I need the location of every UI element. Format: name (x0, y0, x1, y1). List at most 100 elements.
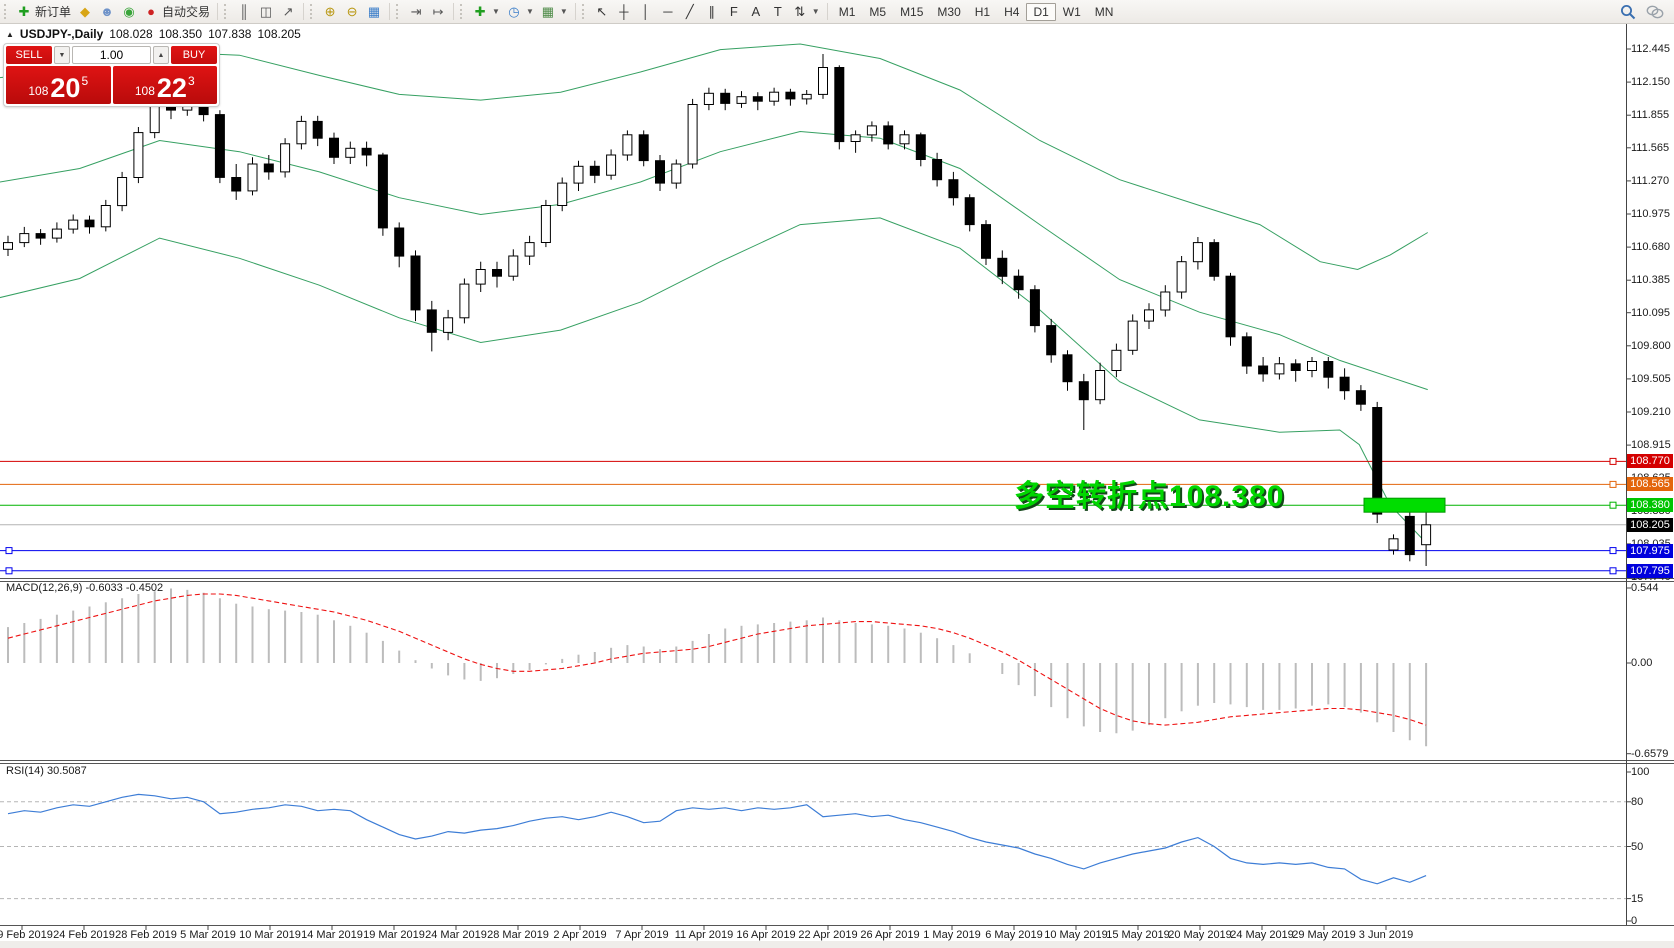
vertical-line-icon: │ (641, 3, 650, 19)
arrows-dropdown-icon[interactable]: ▼ (811, 7, 820, 16)
toolbar-trendline[interactable]: ╱ (679, 3, 701, 21)
candle-bull (606, 154, 617, 176)
toolbar-text[interactable]: A (745, 3, 767, 21)
candle-bear (410, 255, 421, 311)
candle-bull (1421, 524, 1432, 546)
volume-input[interactable] (72, 46, 151, 64)
toolbar-chart-shift[interactable]: ↦ (427, 3, 449, 21)
price-line-chip[interactable]: 108.565 (1627, 477, 1673, 492)
toolbar-indicators[interactable]: ✚ ▼ (469, 3, 503, 21)
tf-mn[interactable]: MN (1094, 4, 1114, 19)
buy-button[interactable]: BUY (171, 46, 217, 64)
candle-bear (834, 67, 845, 143)
toolbar-line-chart[interactable]: ↗ (277, 3, 299, 21)
price-tick-label: 109.505 (1631, 372, 1671, 385)
toolbar-candlestick-chart[interactable]: ◫ (255, 3, 277, 21)
candle-bear (883, 125, 894, 145)
tf-h4[interactable]: H4 (1004, 4, 1020, 19)
chat-icon[interactable] (1646, 4, 1664, 20)
price-tick-label: 109.210 (1631, 406, 1671, 419)
tf-m15[interactable]: M15 (900, 4, 924, 19)
candle-bear (84, 219, 95, 228)
pivot-highlight-rect[interactable] (1363, 497, 1446, 513)
new-order-icon: ✚ (18, 3, 30, 19)
toolbar-broadcast[interactable]: ◉ (118, 3, 140, 21)
toolbar-crosshair[interactable]: ┼ (613, 3, 635, 21)
candle-bear (1225, 275, 1236, 338)
tf-d1[interactable]: D1 (1026, 2, 1056, 21)
price-line-chip[interactable]: 108.380 (1627, 498, 1673, 513)
toolbar-horizontal-line[interactable]: ─ (657, 3, 679, 21)
collapse-icon[interactable]: ▲ (6, 29, 14, 39)
toolbar-grip (460, 4, 465, 19)
zoom-out-icon: ⊖ (346, 3, 358, 19)
candle-bull (508, 255, 519, 277)
price-line-chip[interactable]: 108.770 (1627, 454, 1673, 469)
bottom-strip (0, 941, 1674, 948)
toolbar-zoom-out[interactable]: ⊖ (341, 3, 363, 21)
toolbar-new-order[interactable]: ✚ 新订单 (13, 2, 74, 21)
tf-h1[interactable]: H1 (974, 4, 991, 19)
indicators-dropdown-icon[interactable]: ▼ (492, 7, 500, 16)
price-lines (0, 457, 1626, 575)
chart-shift-icon: ↦ (432, 3, 444, 19)
templates-dropdown-icon[interactable]: ▼ (559, 7, 568, 16)
symbol-period-label: USDJPY-,Daily (19, 27, 104, 41)
price-tick-label: 112.150 (1631, 76, 1670, 89)
candle-bear (329, 137, 339, 158)
sell-button[interactable]: SELL (6, 46, 52, 64)
tf-m1[interactable]: M1 (838, 4, 856, 19)
rsi-label: RSI(14) 30.5087 (6, 765, 87, 777)
candle-bull (1192, 242, 1203, 263)
pivot-annotation-text[interactable]: 多空转折点108.380 (1014, 480, 1285, 513)
toolbar-metaeditor[interactable]: ◆ (74, 3, 96, 21)
candle-bear (915, 134, 926, 161)
tf-m30[interactable]: M30 (937, 4, 961, 19)
fibonacci-icon: F (729, 3, 738, 19)
price-line-chip[interactable]: 107.975 (1627, 543, 1673, 558)
toolbar-vertical-line[interactable]: │ (635, 3, 657, 21)
candle-bear (1078, 381, 1089, 401)
toolbar-auto-scroll[interactable]: ⇥ (405, 3, 427, 21)
toolbar-profile[interactable]: ☻ (96, 3, 118, 21)
date-label: 10 May 2019 (1044, 929, 1108, 941)
candle-bull (801, 93, 812, 100)
bollinger-lower (0, 217, 1429, 545)
volume-increase-button[interactable]: ▲ (153, 46, 169, 64)
periods-dropdown-icon[interactable]: ▼ (525, 7, 534, 16)
tf-m5[interactable]: M5 (869, 4, 887, 19)
buy-price-button[interactable]: 108 22 3 (112, 66, 217, 104)
ohlc-high: 108.350 (158, 27, 203, 41)
toolbar-templates[interactable]: ▦ ▼ (537, 3, 571, 21)
candle-bear (426, 309, 437, 333)
candle-bear (377, 154, 388, 229)
sell-price-big: 20 (50, 73, 81, 103)
toolbar-cursor[interactable]: ↖ (591, 3, 613, 21)
bollinger-bands (0, 43, 1429, 545)
toolbar-zoom-in[interactable]: ⊕ (319, 3, 341, 21)
price-line-chip[interactable]: 107.795 (1627, 563, 1673, 578)
candle-bull (1388, 538, 1399, 551)
toolbar-auto-trading[interactable]: ● 自动交易 (140, 2, 213, 21)
panel-borders (0, 23, 1674, 926)
tf-w1[interactable]: W1 (1062, 4, 1081, 19)
search-icon[interactable] (1620, 4, 1636, 20)
toolbar-arrows[interactable]: ⇅ ▼ (789, 3, 823, 21)
ohlc-low: 107.838 (208, 27, 252, 41)
sell-price-button[interactable]: 108 20 5 (6, 66, 111, 104)
text-icon: A (751, 3, 761, 19)
candle-bear (1013, 275, 1024, 291)
candle-bull (671, 163, 682, 184)
candle-bull (703, 92, 714, 106)
toolbar-bar-chart[interactable]: ║ (233, 3, 255, 21)
price-tick-label: 112.445 (1631, 43, 1670, 55)
toolbar-fibonacci[interactable]: F (723, 3, 745, 21)
toolbar-periods[interactable]: ◷ ▼ (503, 3, 537, 21)
horizontal-line-icon: ─ (663, 3, 673, 19)
price-line-chip[interactable]: 108.205 (1627, 517, 1673, 532)
toolbar-text-label[interactable]: T (767, 3, 789, 21)
toolbar-tile-windows[interactable]: ▦ (363, 3, 385, 21)
volume-decrease-button[interactable]: ▼ (54, 46, 70, 64)
toolbar-equidistant-channel[interactable]: ∥ (701, 3, 723, 21)
